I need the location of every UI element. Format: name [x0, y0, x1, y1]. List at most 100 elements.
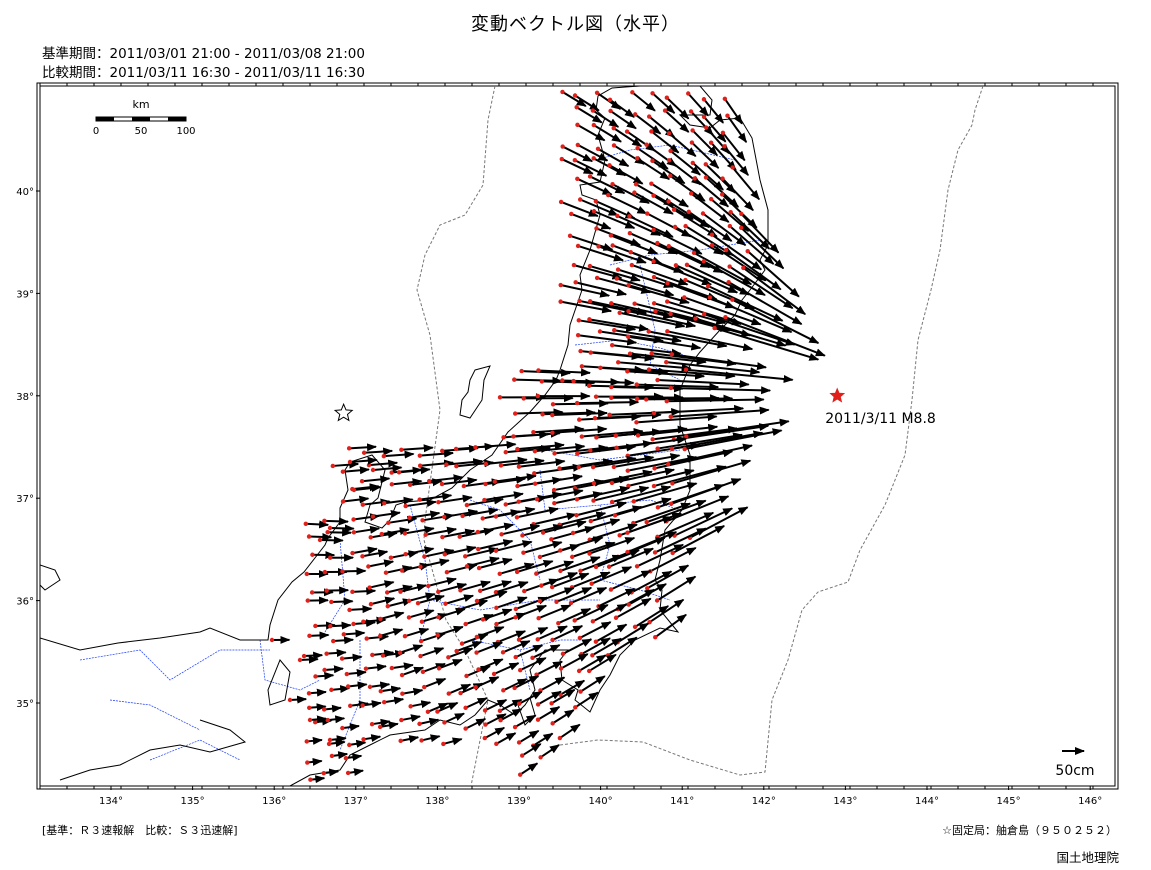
displacement-vector — [628, 310, 697, 328]
station — [310, 550, 336, 559]
displacement-vector — [404, 526, 435, 535]
station-dot — [572, 618, 577, 623]
station — [446, 647, 474, 660]
station-dot — [578, 689, 583, 694]
station — [516, 458, 566, 469]
station-dot — [436, 500, 441, 505]
displacement-vector — [342, 567, 367, 576]
station-dot — [727, 223, 733, 229]
station — [379, 527, 410, 537]
displacement-vector — [478, 557, 513, 569]
displacement-vector — [315, 671, 335, 680]
displacement-vector — [686, 418, 790, 438]
station-dot — [617, 310, 622, 315]
station-dot — [591, 481, 597, 486]
displacement-vector — [614, 497, 672, 517]
displacement-vector — [515, 604, 548, 619]
station-dot — [493, 514, 499, 519]
station-dot — [609, 384, 614, 390]
station — [317, 536, 344, 545]
displacement-vector — [576, 106, 603, 124]
station-dot — [652, 550, 658, 555]
displacement-vector — [560, 201, 599, 218]
station-dot — [625, 468, 630, 473]
station — [709, 232, 763, 271]
station — [367, 580, 395, 590]
displacement-vector — [628, 335, 702, 351]
station — [611, 125, 643, 148]
lat-label: 37° — [16, 494, 34, 505]
displacement-vector — [580, 675, 606, 693]
displacement-vector — [542, 520, 587, 534]
displacement-vector — [694, 177, 730, 208]
displacement-vector — [721, 193, 758, 229]
station — [482, 699, 508, 713]
station — [532, 443, 586, 454]
station — [532, 473, 584, 486]
station-dot — [626, 334, 631, 339]
station-dot — [654, 598, 660, 603]
station-dot — [635, 146, 640, 151]
station-dot — [723, 314, 728, 320]
station — [287, 695, 308, 704]
station-dot — [474, 598, 480, 604]
lat-label: 35° — [16, 699, 34, 710]
displacement-vector — [424, 548, 455, 558]
station — [579, 427, 644, 439]
station-dot — [341, 632, 347, 637]
station — [576, 455, 637, 470]
station — [701, 311, 796, 346]
displacement-vector — [589, 265, 641, 282]
station-dot — [406, 598, 412, 604]
station-dot — [418, 564, 423, 569]
displacement-vector — [570, 586, 608, 604]
displacement-vector — [666, 97, 690, 120]
station-dot — [306, 691, 312, 696]
station — [668, 385, 772, 395]
station-dot — [722, 96, 728, 102]
station — [611, 453, 681, 470]
station-dot — [634, 420, 639, 425]
displacement-vector — [673, 423, 770, 441]
displacement-vector — [692, 162, 724, 191]
station-dot — [304, 571, 310, 577]
vector-scale-label: 50cm — [1055, 763, 1094, 779]
station-dot — [402, 531, 408, 536]
displacement-vector — [672, 459, 752, 485]
station-dot — [499, 532, 504, 537]
station-dot — [540, 530, 546, 535]
station-dot — [664, 399, 669, 404]
station-dot — [361, 737, 366, 742]
displacement-vector — [740, 213, 780, 254]
station — [309, 588, 334, 597]
station-dot — [550, 721, 555, 726]
displacement-vector — [674, 507, 734, 537]
station — [558, 282, 611, 298]
displacement-vector — [518, 690, 543, 705]
station-dot — [626, 602, 631, 607]
station — [666, 131, 697, 157]
displacement-vector — [371, 718, 391, 727]
station — [591, 209, 636, 230]
station-dot — [378, 616, 383, 622]
station-dot — [590, 619, 596, 624]
station — [651, 301, 727, 325]
station — [556, 607, 592, 626]
displacement-vector — [690, 192, 730, 223]
displacement-vector — [675, 264, 739, 294]
displacement-vector — [362, 700, 382, 709]
displacement-vector — [686, 263, 750, 296]
station — [535, 690, 562, 707]
station — [476, 539, 514, 552]
station — [703, 175, 740, 208]
displacement-vector — [366, 633, 390, 642]
station-dot — [567, 233, 573, 238]
station — [587, 536, 636, 556]
displacement-vector — [519, 657, 547, 672]
displacement-vector — [595, 549, 640, 568]
station-dot — [608, 587, 614, 592]
station — [612, 497, 672, 518]
displacement-vector — [648, 368, 736, 380]
station-dot — [552, 501, 557, 506]
displacement-vector — [349, 739, 367, 748]
